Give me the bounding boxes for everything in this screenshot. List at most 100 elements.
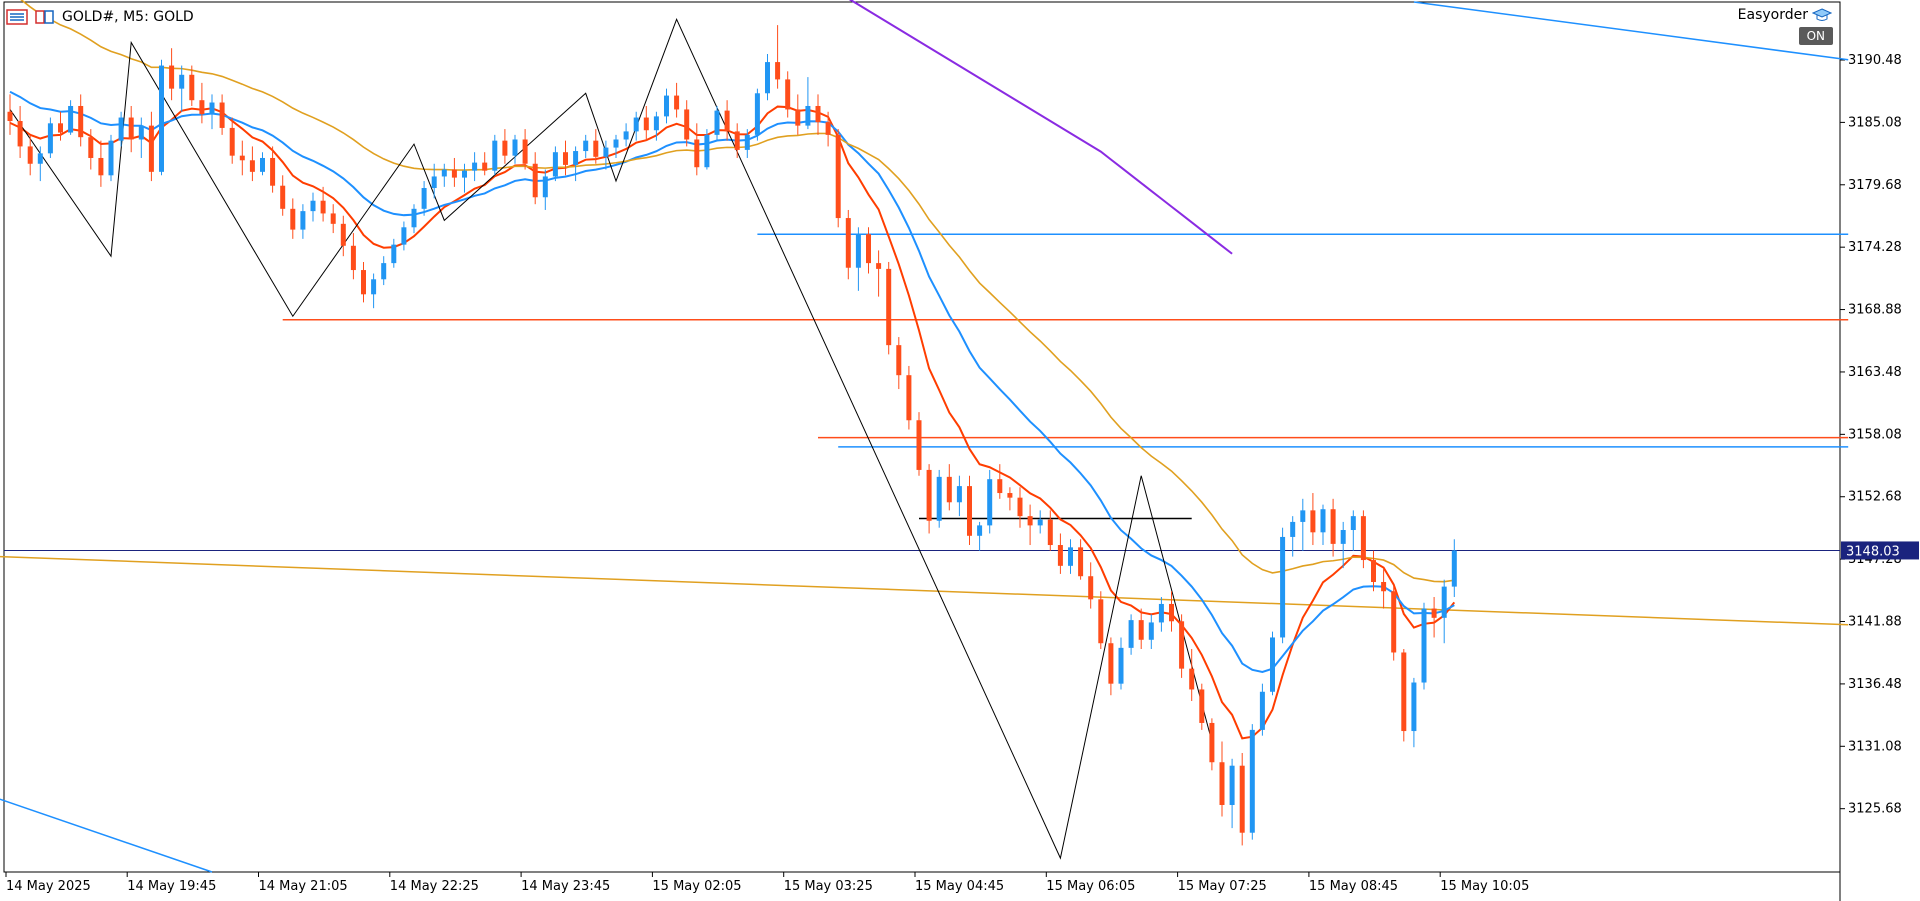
candle-body (1138, 620, 1144, 640)
symbol-label: GOLD#, M5: GOLD (62, 9, 194, 25)
candle-body (310, 200, 316, 212)
candle-body (492, 140, 498, 171)
candle-body (997, 479, 1003, 494)
candle-body (58, 123, 63, 133)
candle-body (78, 105, 84, 138)
candle-body (694, 139, 700, 168)
candle-body (17, 121, 23, 147)
candle-body (1300, 510, 1306, 522)
y-tick-label: 3125.68 (1848, 802, 1902, 817)
ema-slow-line (20, 0, 1455, 583)
candle-body (765, 62, 770, 94)
y-tick-label: 3136.48 (1848, 677, 1902, 692)
candle-body (1421, 608, 1427, 683)
candle-body (1371, 560, 1376, 582)
candle-body (734, 131, 740, 150)
symbol-icon[interactable] (34, 8, 56, 26)
candle-body (68, 105, 74, 133)
candle-body (825, 122, 831, 135)
candle-body (118, 117, 124, 141)
candle-body (1037, 519, 1043, 526)
candle-body (845, 218, 851, 268)
candle-body (159, 65, 164, 172)
candle-body (1128, 620, 1134, 648)
candle-body (1189, 668, 1195, 690)
candle-body (169, 65, 175, 89)
candle-body (27, 146, 33, 164)
candle-body (1340, 530, 1346, 544)
candle-body (522, 139, 528, 164)
y-tick-label: 3152.68 (1848, 490, 1902, 505)
candle-body (431, 176, 437, 189)
x-tick-label: 14 May 19:45 (127, 879, 216, 894)
candle-body (1088, 576, 1094, 600)
candle-body (532, 163, 538, 198)
candle-body (88, 137, 94, 158)
candle-body (1057, 545, 1063, 566)
candle-body (563, 152, 568, 165)
candle-body (1320, 509, 1326, 533)
candle-body (1179, 621, 1185, 669)
candle-body (573, 151, 579, 165)
candle-body (1169, 603, 1174, 622)
candle-body (1350, 516, 1356, 531)
candle-body (542, 176, 548, 198)
current-price-label: 3148.03 (1846, 544, 1900, 559)
candle-body (815, 105, 821, 123)
long-gold-trendline (0, 555, 1849, 626)
y-tick-label: 3168.88 (1848, 303, 1902, 318)
candle-body (926, 469, 932, 521)
candle-body (967, 486, 972, 536)
candle-body (1007, 493, 1013, 498)
candle-body (1017, 497, 1023, 517)
candle-body (330, 213, 336, 224)
candle-body (744, 134, 750, 150)
ema-200-line (848, 0, 1233, 255)
candle-body (1209, 722, 1215, 763)
candle-body (977, 525, 983, 536)
candle-body (603, 147, 609, 157)
candle-body (371, 279, 377, 295)
long-blue-trendline (0, 798, 213, 873)
x-tick-label: 15 May 03:25 (784, 879, 873, 894)
x-tick-label: 15 May 06:05 (1046, 879, 1135, 894)
candle-body (138, 125, 144, 140)
candle-body (209, 102, 215, 115)
candle-body (1108, 643, 1114, 684)
candle-body (421, 188, 427, 209)
candle-body (239, 155, 245, 161)
candle-body (179, 74, 185, 89)
candle-body (987, 479, 993, 526)
x-tick-label: 15 May 02:05 (652, 879, 741, 894)
x-tick-label: 14 May 2025 (6, 879, 91, 894)
candle-body (340, 223, 346, 246)
y-tick-label: 3131.08 (1848, 739, 1902, 754)
expert-label[interactable]: Easyorder (1738, 7, 1832, 23)
candle-body (1451, 550, 1457, 587)
candle-body (785, 79, 791, 110)
candle-body (320, 200, 326, 214)
candle-body (401, 227, 407, 245)
current-price-box (1841, 541, 1919, 560)
x-tick-label: 15 May 04:45 (915, 879, 1004, 894)
candle-body (775, 62, 781, 80)
chart-list-icon[interactable] (6, 8, 28, 26)
y-tick-label: 3185.08 (1848, 115, 1902, 130)
candle-body (219, 102, 225, 128)
candle-body (936, 476, 942, 521)
candle-body (1158, 603, 1164, 623)
candle-body (1027, 516, 1033, 526)
candle-body (1118, 647, 1124, 684)
candle-body (1270, 637, 1275, 692)
candle-body (128, 117, 134, 140)
candle-body (1310, 510, 1316, 533)
candle-body (754, 93, 760, 135)
ema-fast-line (9, 105, 1456, 740)
y-tick-label: 3158.08 (1848, 427, 1902, 442)
x-tick-label: 14 May 21:05 (259, 879, 348, 894)
candle-body (906, 375, 912, 421)
candle-body (1360, 516, 1366, 561)
candle-body (361, 270, 366, 295)
